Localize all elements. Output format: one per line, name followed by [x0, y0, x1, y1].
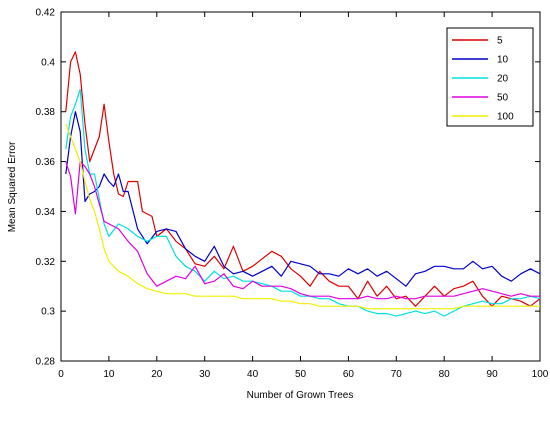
- legend-box: [446, 27, 534, 127]
- x-tick-label: 100: [532, 369, 549, 380]
- x-tick-label: 20: [151, 369, 163, 380]
- y-tick-label: 0.34: [36, 207, 56, 218]
- x-tick-label: 50: [295, 369, 307, 380]
- x-tick-label: 80: [439, 369, 451, 380]
- series-line-20: [65, 88, 541, 317]
- y-tick-label: 0.3: [41, 307, 55, 318]
- series-line-10: [65, 111, 541, 287]
- series-line-5: [65, 51, 541, 307]
- x-tick-label: 30: [199, 369, 211, 380]
- x-tick-label: 40: [247, 369, 259, 380]
- y-tick-label: 0.38: [36, 107, 56, 118]
- legend-label-50: 50: [497, 93, 509, 104]
- x-tick-label: 70: [391, 369, 403, 380]
- x-tick-label: 10: [103, 369, 115, 380]
- legend-label-20: 20: [497, 74, 509, 85]
- y-tick-label: 0.28: [36, 357, 56, 368]
- series-line-100: [65, 123, 540, 310]
- series-line-50: [65, 161, 540, 300]
- y-tick-label: 0.36: [36, 157, 56, 168]
- series-lines: [65, 51, 541, 317]
- y-tick-label: 0.42: [36, 8, 56, 19]
- x-tick-label: 90: [487, 369, 499, 380]
- x-tick-label: 0: [58, 369, 64, 380]
- x-tick-label: 60: [343, 369, 355, 380]
- y-tick-label: 0.32: [36, 257, 56, 268]
- legend-label-10: 10: [497, 55, 509, 66]
- x-axis-title: Number of Grown Trees: [247, 390, 354, 401]
- y-tick-label: 0.4: [41, 57, 55, 68]
- y-axis-title: Mean Squared Error: [7, 141, 18, 232]
- legend-label-100: 100: [497, 112, 514, 123]
- axis-ticks: 0 10 20 30 40 50 60 70 80 90 100 0.28 0.3 0.32 0.34 0.3…: [36, 8, 549, 381]
- legend-label-5: 5: [497, 36, 503, 47]
- legend: 5 10 20 50 100: [446, 27, 534, 127]
